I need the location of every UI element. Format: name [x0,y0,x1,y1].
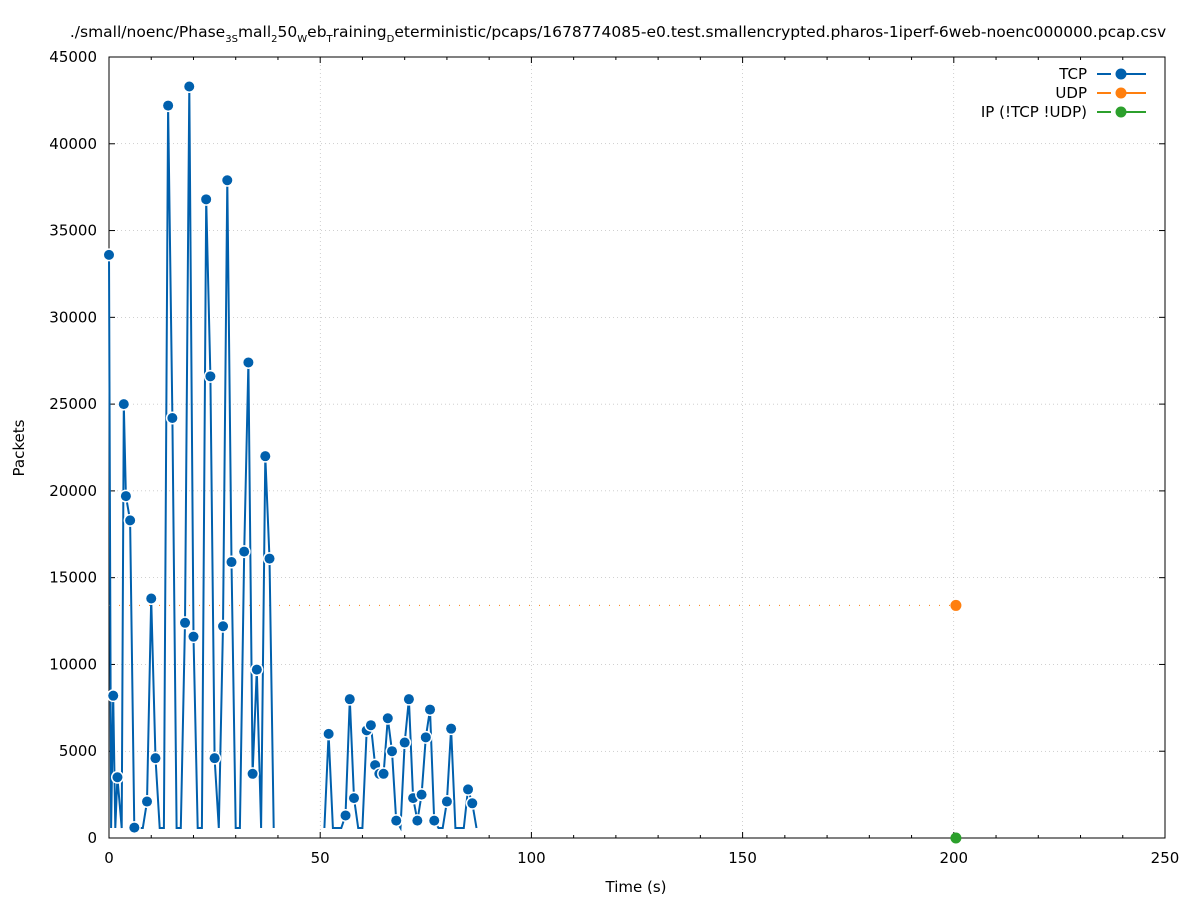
tcp-series-line [323,699,478,832]
y-tick-label: 40000 [49,135,97,153]
legend-swatch-point [1115,68,1127,80]
legend-label: TCP [1058,65,1087,83]
y-tick-label: 45000 [49,48,97,66]
tcp-data-point [180,617,191,628]
tcp-data-point [399,737,410,748]
y-tick-label: 5000 [59,742,97,760]
tcp-data-point [247,768,258,779]
tcp-data-point [150,753,161,764]
ip-data-point [950,832,962,844]
x-tick-label: 150 [728,849,757,867]
tcp-data-point [412,815,423,826]
y-tick-label: 35000 [49,222,97,240]
tcp-data-point [129,822,140,833]
chart-title-part: 2 [271,34,277,45]
tcp-data-point [416,789,427,800]
tcp-data-point [201,194,212,205]
tcp-data-point [264,553,275,564]
legend-swatch-point [1115,106,1127,118]
chart-title-part: 50 [278,23,298,41]
x-axis-label: Time (s) [605,878,667,896]
tcp-data-point [205,371,216,382]
tcp-data-point [340,810,351,821]
tcp-data-point [463,784,474,795]
tcp-data-point [184,81,195,92]
tcp-data-point [467,798,478,809]
plot-frame [108,56,1166,839]
legend-label: IP (!TCP !UDP) [981,103,1087,121]
tcp-data-point [188,631,199,642]
tcp-data-point [120,491,131,502]
y-tick-label: 10000 [49,655,97,673]
tcp-data-point [420,732,431,743]
tcp-data-point [425,704,436,715]
y-tick-label: 30000 [49,308,97,326]
legend-swatch-point [1115,87,1127,99]
tcp-data-point [344,694,355,705]
tcp-data-point [441,796,452,807]
y-tick-label: 15000 [49,569,97,587]
tcp-data-point [218,621,229,632]
tcp-data-point [104,249,114,260]
chart-title-part: W [297,34,307,45]
tcp-data-point [378,768,389,779]
tcp-data-point [243,357,254,368]
chart-title-part: mall [238,23,271,41]
tcp-data-point [323,728,334,739]
chart-title-part: D [387,34,395,45]
tcp-data-point [382,713,393,724]
tcp-data-point [108,690,119,701]
x-tick-label: 100 [517,849,546,867]
tcp-data-point [348,793,359,804]
tcp-data-point [226,557,237,568]
tcp-series-line [108,86,275,829]
tcp-data-point [365,720,376,731]
series-layer [102,80,962,844]
tcp-data-point [125,515,136,526]
y-axis-label: Packets [10,419,28,476]
tcp-data-point [251,664,262,675]
tcp-data-point [163,100,174,111]
tcp-data-point [429,815,440,826]
chart-title-part: ./small/noenc/Phase [70,23,225,41]
chart-title: ./small/noenc/Phase3Small250WebTrainingD… [70,23,1166,45]
chart-title-part: T [326,34,334,45]
chart-title-part: 3S [225,34,238,45]
udp-data-point [950,599,962,611]
tcp-data-point [239,546,250,557]
chart-title-part: raining [333,23,387,41]
y-tick-label: 25000 [49,395,97,413]
x-tick-label: 200 [939,849,968,867]
grid [109,57,1165,838]
chart-title-part: eterministic/pcaps/1678774085-e0.test.sm… [394,23,1166,41]
ticks: 0 50 100 150 200 250 0 5000 10000 15000 20000 25000… [49,48,1179,867]
tcp-data-point [260,451,271,462]
x-tick-label: 50 [311,849,330,867]
tcp-data-point [112,772,123,783]
tcp-data-point [222,175,233,186]
tcp-data-point [167,412,178,423]
tcp-data-point [118,399,129,410]
tcp-data-point [209,753,220,764]
tcp-data-point [403,694,414,705]
y-tick-label: 0 [87,829,97,847]
tcp-data-point [142,796,153,807]
chart-title-part: eb [307,23,326,41]
x-tick-label: 250 [1151,849,1180,867]
tcp-data-point [387,746,398,757]
legend-label: UDP [1055,84,1087,102]
tcp-data-point [146,593,157,604]
y-tick-label: 20000 [49,482,97,500]
tcp-data-point [391,815,402,826]
tcp-data-point [446,723,457,734]
x-tick-label: 0 [104,849,114,867]
